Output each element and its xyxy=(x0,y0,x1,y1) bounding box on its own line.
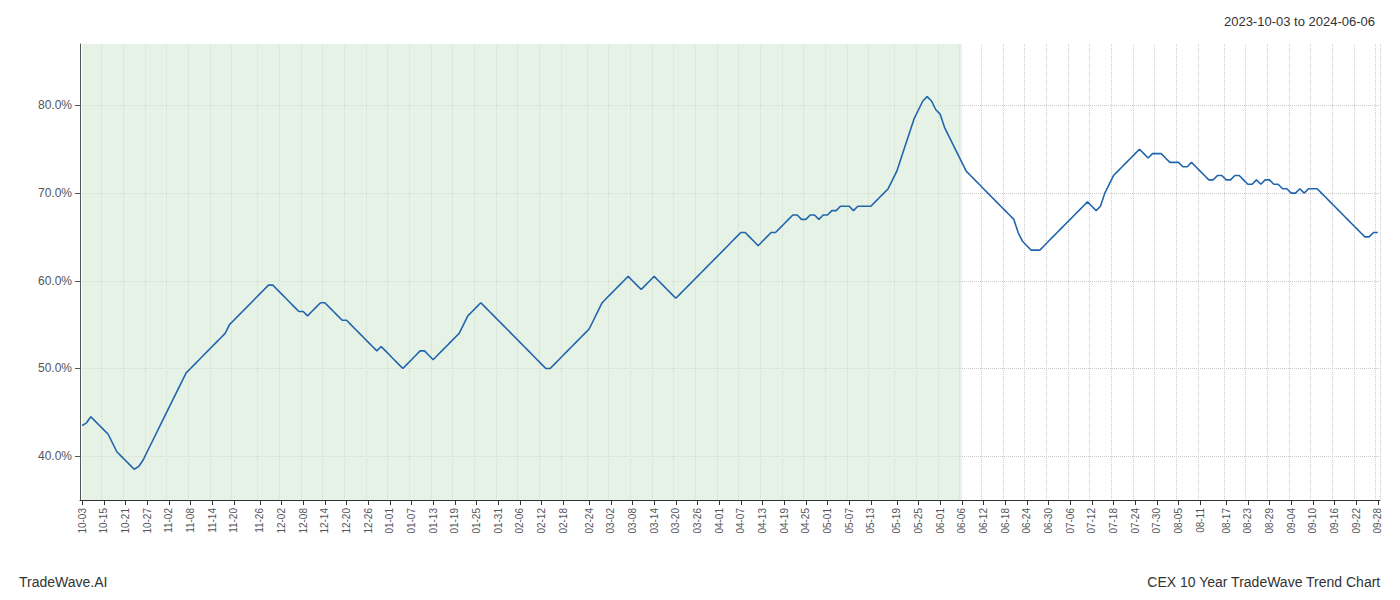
svg-text:05-07: 05-07 xyxy=(844,508,855,534)
svg-text:04-13: 04-13 xyxy=(757,508,768,534)
svg-text:04-25: 04-25 xyxy=(800,508,811,534)
svg-text:09-16: 09-16 xyxy=(1329,508,1340,534)
svg-text:08-23: 08-23 xyxy=(1242,508,1253,534)
svg-text:70.0%: 70.0% xyxy=(38,186,72,200)
svg-text:11-02: 11-02 xyxy=(163,508,174,533)
svg-text:06-24: 06-24 xyxy=(1021,508,1032,534)
svg-text:09-28: 09-28 xyxy=(1372,508,1383,534)
svg-text:02-12: 02-12 xyxy=(536,508,547,534)
svg-text:80.0%: 80.0% xyxy=(38,98,72,112)
svg-text:08-05: 08-05 xyxy=(1173,508,1184,534)
svg-text:09-04: 09-04 xyxy=(1286,508,1297,534)
svg-text:08-11: 08-11 xyxy=(1195,508,1206,533)
svg-text:10-27: 10-27 xyxy=(142,508,153,534)
svg-text:08-29: 08-29 xyxy=(1264,508,1275,534)
svg-text:11-20: 11-20 xyxy=(228,508,239,533)
svg-text:06-01: 06-01 xyxy=(935,508,946,534)
svg-text:06-30: 06-30 xyxy=(1043,508,1054,534)
svg-text:08-17: 08-17 xyxy=(1221,508,1232,534)
svg-text:05-19: 05-19 xyxy=(891,508,902,534)
svg-text:04-07: 04-07 xyxy=(735,508,746,534)
svg-text:07-24: 07-24 xyxy=(1130,508,1141,534)
svg-text:2023-10-03 to 2024-06-06: 2023-10-03 to 2024-06-06 xyxy=(1224,14,1375,29)
svg-text:06-18: 06-18 xyxy=(1000,508,1011,534)
svg-text:60.0%: 60.0% xyxy=(38,274,72,288)
svg-text:07-06: 07-06 xyxy=(1065,508,1076,534)
svg-text:12-14: 12-14 xyxy=(319,508,330,534)
svg-text:03-14: 03-14 xyxy=(649,508,660,534)
svg-text:11-08: 11-08 xyxy=(185,508,196,533)
svg-text:03-02: 03-02 xyxy=(605,508,616,534)
svg-text:04-19: 04-19 xyxy=(779,508,790,534)
svg-text:12-02: 12-02 xyxy=(276,508,287,534)
svg-text:40.0%: 40.0% xyxy=(38,449,72,463)
svg-text:07-12: 07-12 xyxy=(1086,508,1097,534)
svg-text:10-15: 10-15 xyxy=(98,508,109,534)
svg-text:06-06: 06-06 xyxy=(956,508,967,534)
svg-text:10-21: 10-21 xyxy=(120,508,131,534)
svg-text:01-19: 01-19 xyxy=(449,508,460,534)
svg-text:01-25: 01-25 xyxy=(471,508,482,534)
svg-text:12-08: 12-08 xyxy=(298,508,309,534)
svg-text:01-13: 01-13 xyxy=(428,508,439,534)
svg-text:TradeWave.AI: TradeWave.AI xyxy=(19,574,107,590)
svg-text:01-01: 01-01 xyxy=(384,508,395,534)
svg-text:02-18: 02-18 xyxy=(558,508,569,534)
svg-text:12-26: 12-26 xyxy=(363,508,374,534)
svg-text:07-18: 07-18 xyxy=(1108,508,1119,534)
svg-text:05-13: 05-13 xyxy=(865,508,876,534)
svg-text:05-01: 05-01 xyxy=(822,508,833,534)
svg-text:02-24: 02-24 xyxy=(584,508,595,534)
svg-text:05-25: 05-25 xyxy=(913,508,924,534)
svg-text:11-26: 11-26 xyxy=(254,508,265,533)
svg-text:01-31: 01-31 xyxy=(493,508,504,534)
svg-text:50.0%: 50.0% xyxy=(38,361,72,375)
svg-text:03-20: 03-20 xyxy=(670,508,681,534)
svg-text:09-22: 09-22 xyxy=(1351,508,1362,534)
svg-text:07-30: 07-30 xyxy=(1151,508,1162,534)
svg-text:04-01: 04-01 xyxy=(714,508,725,534)
svg-text:03-26: 03-26 xyxy=(692,508,703,534)
svg-text:11-14: 11-14 xyxy=(207,508,218,533)
svg-text:12-20: 12-20 xyxy=(341,508,352,534)
svg-text:02-06: 02-06 xyxy=(514,508,525,534)
svg-text:06-12: 06-12 xyxy=(978,508,989,534)
svg-text:10-03: 10-03 xyxy=(77,508,88,534)
svg-text:09-10: 09-10 xyxy=(1307,508,1318,534)
svg-text:03-08: 03-08 xyxy=(627,508,638,534)
svg-text:CEX 10 Year TradeWave Trend Ch: CEX 10 Year TradeWave Trend Chart xyxy=(1147,574,1380,590)
svg-text:01-07: 01-07 xyxy=(406,508,417,534)
